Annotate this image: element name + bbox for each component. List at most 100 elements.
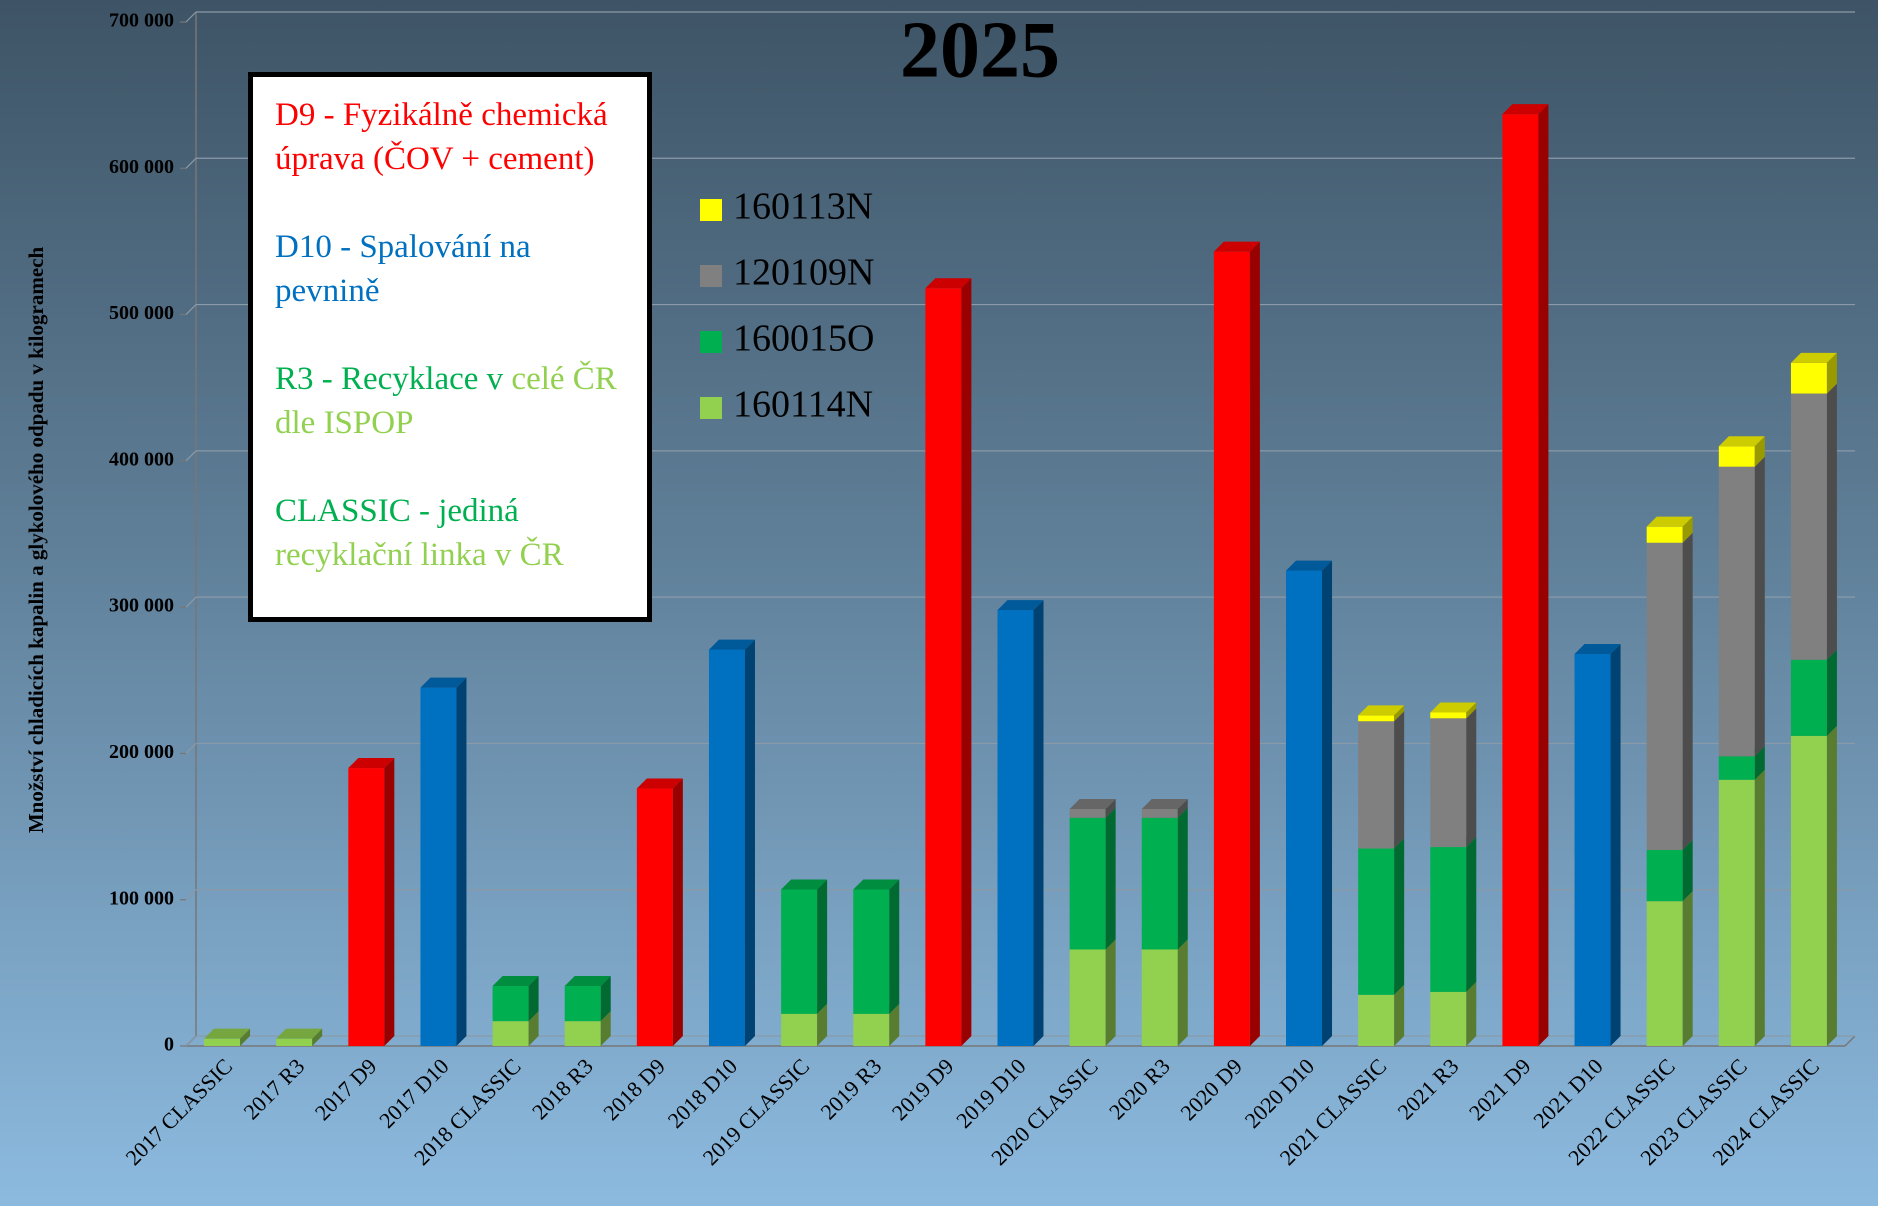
grid-line-depth — [185, 1035, 197, 1047]
bar-side — [1754, 746, 1765, 780]
bar-top — [348, 758, 395, 769]
grid-line-depth — [185, 157, 197, 169]
grid-line-depth — [185, 304, 197, 315]
y-tick-label: 0 — [164, 1034, 174, 1056]
bar-side — [1466, 702, 1477, 719]
bar-top — [925, 278, 972, 289]
x-tick-label: 2017 CLASSIC — [121, 1053, 238, 1170]
annotation-paragraph: D9 - Fyzikálně chemická úprava (ČOV + ce… — [275, 93, 625, 181]
chart-title: 2025 — [900, 6, 1060, 94]
bar-segment — [1358, 715, 1395, 722]
bar-side — [1682, 516, 1693, 543]
bar-segment — [1718, 466, 1755, 757]
bar-side — [528, 976, 539, 1022]
bar-segment — [204, 1038, 241, 1046]
bar-segment — [1213, 251, 1250, 1046]
annotation-text: celé ČR dle ISPOP — [275, 361, 617, 441]
bar-segment — [1790, 659, 1827, 736]
bar-segment — [1430, 991, 1467, 1046]
bar-side — [456, 677, 467, 1046]
bar-side — [240, 1028, 251, 1046]
bar-side — [1105, 807, 1116, 950]
legend-label: 160113N — [733, 186, 873, 228]
bar-side — [1105, 939, 1116, 1046]
bar-side — [1466, 708, 1477, 848]
bar-top — [1141, 799, 1188, 810]
bar-side — [1033, 600, 1044, 1046]
bar-side — [600, 1011, 611, 1046]
x-tick-label: 2021 D9 — [1464, 1053, 1536, 1125]
bar-top — [708, 639, 755, 650]
bar-segment — [1646, 542, 1683, 850]
bar-side — [384, 758, 395, 1046]
bar-side — [672, 778, 683, 1046]
bar-side — [1177, 807, 1188, 950]
bar-top — [853, 879, 900, 890]
bar-segment — [1430, 712, 1467, 719]
x-tick-label: 2021 R3 — [1393, 1053, 1464, 1124]
bar-segment — [492, 986, 529, 1022]
bar-side — [744, 639, 755, 1046]
bar-segment — [420, 687, 457, 1046]
bar-side — [1682, 891, 1693, 1046]
y-tick-label: 700 000 — [109, 10, 174, 32]
bar-segment — [1718, 446, 1755, 467]
y-tick-label: 600 000 — [109, 156, 174, 178]
legend-swatch — [700, 265, 722, 287]
legend-label: 160114N — [733, 384, 873, 426]
bar-side — [1105, 799, 1116, 818]
bar-segment — [1790, 735, 1827, 1046]
bar-segment — [1286, 570, 1323, 1046]
x-tick-label: 2019 D9 — [887, 1053, 959, 1125]
bar-side — [1177, 799, 1188, 818]
bar-segment — [925, 288, 962, 1046]
bar-segment — [1430, 718, 1467, 848]
bar-segment — [1790, 362, 1827, 394]
bar-side — [1610, 643, 1621, 1046]
legend-label: 120109N — [733, 252, 874, 294]
bar-side — [1754, 456, 1765, 757]
bar-top — [636, 778, 683, 789]
bar-side — [1538, 104, 1549, 1046]
bar-side — [1754, 769, 1765, 1046]
bar-side — [1682, 839, 1693, 902]
bar-top — [1502, 104, 1549, 115]
bar-segment — [1141, 817, 1178, 950]
bar-side — [1826, 649, 1837, 736]
bar-segment — [1069, 949, 1106, 1046]
axis-line — [1844, 1035, 1856, 1047]
y-tick-label: 500 000 — [109, 302, 174, 324]
bar-top — [997, 600, 1044, 611]
bar-side — [961, 278, 972, 1046]
bar-top — [276, 1028, 323, 1039]
bar-top — [1069, 799, 1116, 810]
bar-side — [817, 879, 828, 1014]
bar-top — [564, 976, 611, 987]
bar-segment — [1358, 848, 1395, 995]
grid-line-depth — [185, 743, 197, 754]
legend-swatch — [700, 397, 722, 419]
bar-side — [1394, 711, 1405, 849]
bar-side — [1466, 981, 1477, 1046]
annotation-text: D10 - Spalování na pevnině — [275, 229, 531, 309]
grid-line-depth — [185, 450, 197, 462]
bar-segment — [1790, 393, 1827, 660]
x-tick-label: 2017 R3 — [238, 1053, 309, 1124]
bar-side — [1322, 560, 1333, 1046]
annotation-text: CLASSIC - jediná — [275, 493, 519, 529]
bar-side — [1826, 383, 1837, 660]
bar-segment — [1646, 526, 1683, 543]
legend-swatch — [700, 331, 722, 353]
annotation-box: D9 - Fyzikálně chemická úprava (ČOV + ce… — [248, 72, 652, 622]
annotation-paragraph: CLASSIC - jediná recyklační linka v ČR — [275, 489, 625, 577]
bar-side — [817, 1003, 828, 1046]
bar-segment — [781, 1013, 818, 1046]
x-tick-label: 2017 D9 — [310, 1053, 382, 1125]
bar-segment — [564, 1021, 601, 1046]
bar-side — [1682, 532, 1693, 850]
bar-segment — [1718, 756, 1755, 780]
y-tick-label: 200 000 — [109, 741, 174, 763]
bar-side — [1394, 838, 1405, 995]
bar-segment — [564, 986, 601, 1022]
